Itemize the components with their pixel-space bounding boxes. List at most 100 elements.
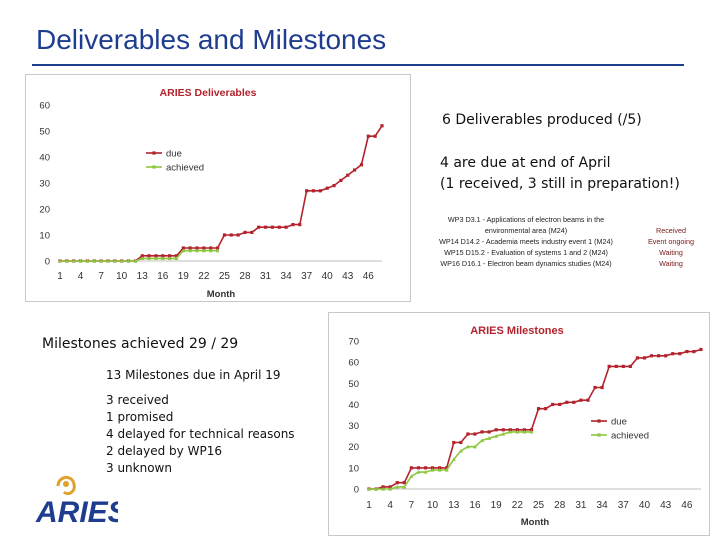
logo-text: ARIES: [35, 496, 118, 528]
milestones-chart: ARIES Milestones 0 10 20 30 40 50 60 70 1 4 7 10 13 16…: [328, 312, 710, 536]
data-point-achieved: [487, 436, 492, 440]
data-point-due: [515, 428, 519, 432]
y-tick-label: 20: [348, 442, 359, 453]
data-point-achieved: [437, 467, 442, 472]
legend-marker-achieved: [152, 165, 156, 169]
legend-label: achieved: [166, 163, 204, 174]
series-line-due: [60, 125, 383, 262]
data-point-achieved: [181, 248, 186, 253]
data-point-achieved: [215, 248, 220, 253]
data-point-achieved: [367, 487, 371, 491]
x-tick-label: 10: [427, 500, 439, 511]
data-point-achieved: [388, 487, 393, 491]
data-point-due: [445, 466, 449, 470]
data-point-due: [346, 173, 350, 177]
deliverable-status: Waiting: [659, 259, 683, 268]
data-point-due: [318, 189, 322, 193]
data-point-due: [188, 246, 192, 250]
legend-marker-due: [597, 419, 601, 423]
data-point-achieved: [522, 429, 527, 434]
y-tick-label: 40: [39, 153, 50, 164]
data-point-due: [154, 254, 158, 258]
deliverable-label: WP3 D3.1 - Applications of electron beam…: [447, 215, 605, 224]
y-tick-label: 60: [39, 101, 50, 112]
x-tick-label: 25: [533, 500, 545, 511]
deliverable-label: WP16 D16.1 - Electron beam dynamics stud…: [440, 259, 612, 268]
milestone-breakdown-item: 2 delayed by WP16: [106, 444, 222, 458]
data-point-achieved: [423, 470, 428, 474]
data-point-due: [657, 354, 661, 358]
data-point-due: [529, 428, 534, 432]
data-point-due: [480, 430, 484, 434]
y-tick-label: 20: [39, 205, 50, 216]
x-tick-label: 37: [618, 500, 630, 511]
x-tick-label: 19: [178, 271, 190, 282]
data-point-achieved: [126, 259, 131, 263]
legend-marker-due: [152, 151, 156, 155]
data-point-achieved: [494, 434, 499, 438]
data-point-due: [373, 134, 377, 138]
milestones-due: 13 Milestones due in April 19: [106, 368, 281, 382]
deliverable-status: Waiting: [659, 248, 683, 257]
data-point-due: [277, 225, 281, 229]
data-point-due: [430, 466, 435, 470]
data-point-achieved: [140, 256, 145, 260]
deliverables-chart-svg: ARIES Deliverables 0 10 20 30 40 50 60 1 4 7 10 13 16…: [39, 87, 384, 300]
x-tick-label: 13: [448, 500, 460, 511]
data-point-achieved: [458, 448, 463, 453]
data-point-achieved: [529, 429, 534, 434]
milestone-breakdown-item: 3 received: [106, 393, 169, 407]
milestones-summary: Milestones achieved 29 / 29: [42, 336, 239, 352]
legend-label: achieved: [611, 431, 649, 442]
x-tick-label: 16: [469, 500, 481, 511]
y-tick-label: 50: [39, 127, 50, 138]
deliverable-row: WP15 D15.2 - Evaluation of systems 1 and…: [424, 247, 708, 258]
deliverable-row: WP14 D14.2 - Academia meets industry eve…: [424, 236, 708, 247]
data-point-achieved: [188, 248, 193, 253]
data-point-due: [359, 163, 364, 167]
data-point-due: [284, 225, 288, 229]
data-point-due: [202, 246, 206, 250]
data-point-achieved: [402, 484, 407, 489]
data-point-due: [181, 246, 185, 250]
data-point-due: [236, 233, 240, 237]
x-tick-label: 25: [219, 271, 231, 282]
data-point-due: [388, 485, 392, 489]
data-point-due: [586, 398, 590, 402]
data-point-due: [325, 186, 329, 190]
data-point-achieved: [119, 259, 124, 263]
deliverable-status: Received: [656, 226, 686, 235]
milestone-breakdown-item: 3 unknown: [106, 461, 172, 475]
series-line-achieved: [60, 249, 218, 262]
x-tick-label: 34: [597, 500, 609, 511]
data-point-due: [600, 385, 604, 390]
data-point-achieved: [85, 259, 90, 263]
x-tick-label: 19: [491, 500, 503, 511]
deliverable-label: WP15 D15.2 - Evaluation of systems 1 and…: [444, 248, 608, 257]
x-tick-label: 7: [409, 500, 415, 511]
data-point-due: [692, 349, 696, 354]
y-tick-label: 30: [348, 421, 359, 432]
y-tick-label: 10: [39, 231, 50, 242]
data-point-achieved: [105, 259, 110, 263]
data-point-due: [140, 254, 144, 258]
y-tick-label: 70: [348, 337, 359, 348]
title-underline: [32, 64, 684, 66]
data-point-due: [209, 246, 213, 250]
data-point-due: [257, 225, 261, 229]
data-point-achieved: [147, 256, 152, 260]
x-tick-label: 40: [322, 271, 334, 282]
y-tick-label: 30: [39, 179, 50, 190]
data-point-due: [551, 402, 555, 407]
data-point-due: [263, 225, 268, 229]
data-point-achieved: [71, 259, 76, 263]
data-point-achieved: [515, 429, 520, 434]
data-point-due: [332, 184, 336, 188]
data-point-due: [473, 432, 477, 436]
data-point-achieved: [64, 259, 69, 263]
data-point-due: [352, 168, 357, 172]
aries-logo: ARIES: [28, 472, 128, 529]
data-point-due: [402, 481, 406, 485]
data-point-achieved: [99, 259, 104, 263]
data-point-due: [452, 440, 456, 445]
